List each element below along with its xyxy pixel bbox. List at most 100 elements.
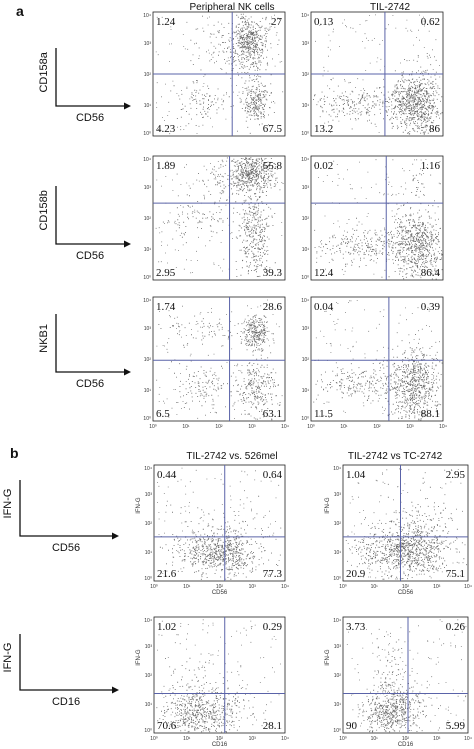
quadrant-value-lower-right: 28.1 xyxy=(263,720,282,732)
quadrant-value-upper-left: 0.44 xyxy=(157,469,177,481)
y-tick-label: 10³ xyxy=(302,41,310,47)
y-axis-label: IFN-G xyxy=(136,649,142,666)
dot-plot-til-2742-cd158b-vs-cd56: 10⁰ 10¹ 10² 10³ 10⁴ 0.02 1.16 12.4 86.4 xyxy=(301,155,444,281)
quadrant-value-upper-left: 0.02 xyxy=(314,160,333,172)
y-tick-label: 10⁴ xyxy=(301,157,309,163)
y-tick-label: 10³ xyxy=(145,644,153,650)
plot-frame xyxy=(342,616,469,734)
x-tick-label: 10¹ xyxy=(182,424,190,430)
quadrant-value-upper-left: 1.02 xyxy=(157,621,176,633)
quadrant-value-lower-right: 86.4 xyxy=(421,267,441,279)
x-tick-label: 10⁰ xyxy=(339,584,347,590)
plot-frame xyxy=(152,296,286,422)
key-axes xyxy=(19,634,112,691)
x-axis-label: CD16 xyxy=(212,742,228,748)
x-tick-label: 10¹ xyxy=(183,584,191,590)
y-tick-label: 10¹ xyxy=(302,103,310,109)
y-tick-label: 10² xyxy=(144,357,152,363)
dot-plots: 10⁰ 10¹ 10² 10³ 10⁴ 1.24 27 4.23 67.5 10⁰ 10¹ 10² 10… xyxy=(136,11,472,748)
quadrant-value-lower-left: 70.6 xyxy=(157,720,177,732)
quadrant-value-lower-left: 6.5 xyxy=(156,408,170,420)
arrow-right-icon xyxy=(112,532,119,540)
y-tick-label: 10² xyxy=(144,216,152,222)
y-tick-label: 10¹ xyxy=(334,702,342,708)
y-tick-label: 10³ xyxy=(302,326,310,332)
quadrant-value-lower-left: 2.95 xyxy=(156,267,176,279)
quadrant-value-upper-left: 1.89 xyxy=(156,160,176,172)
quadrant-value-upper-right: 28.6 xyxy=(263,301,283,313)
arrow-right-icon xyxy=(124,240,131,248)
quadrant-value-lower-left: 4.23 xyxy=(156,123,176,135)
y-tick-label: 10⁰ xyxy=(144,576,152,582)
key-x-label: CD56 xyxy=(52,542,80,554)
quadrant-value-lower-left: 20.9 xyxy=(346,568,366,580)
y-tick-label: 10⁴ xyxy=(144,618,152,624)
y-tick-label: 10⁰ xyxy=(333,728,341,734)
x-tick-label: 10⁴ xyxy=(281,736,289,742)
y-tick-label: 10² xyxy=(145,673,153,679)
quadrant-value-upper-right: 0.62 xyxy=(421,16,440,28)
column-title-vs-526mel: TIL-2742 vs. 526mel xyxy=(186,451,277,462)
x-tick-label: 10³ xyxy=(249,736,257,742)
x-tick-label: 10⁴ xyxy=(281,424,289,430)
key-y-label: IFN-G xyxy=(2,643,14,673)
column-title-til: TIL-2742 xyxy=(370,2,410,13)
y-tick-label: 10² xyxy=(302,216,310,222)
y-tick-label: 10⁰ xyxy=(143,416,151,422)
quadrant-value-lower-right: 67.5 xyxy=(263,123,283,135)
dot-plot-peripheral-nk-cells-cd158b-vs-cd56: 10⁰ 10¹ 10² 10³ 10⁴ 1.89 55.8 2.95 39.3 xyxy=(143,155,286,281)
y-tick-label: 10⁴ xyxy=(333,618,341,624)
x-tick-label: 10⁴ xyxy=(464,584,472,590)
column-title-vs-tc: TIL-2742 vs TC-2742 xyxy=(348,451,443,462)
quadrant-value-upper-left: 0.13 xyxy=(314,16,334,28)
quadrant-value-lower-right: 5.99 xyxy=(446,720,466,732)
arrow-right-icon xyxy=(124,102,131,110)
y-tick-label: 10⁰ xyxy=(301,275,309,281)
event-dots xyxy=(155,157,284,277)
x-tick-label: 10⁴ xyxy=(439,424,447,430)
quadrant-value-upper-right: 0.39 xyxy=(421,301,441,313)
quadrant-value-upper-right: 27 xyxy=(271,16,283,28)
y-tick-label: 10³ xyxy=(144,326,152,332)
y-tick-label: 10² xyxy=(144,72,152,78)
x-tick-label: 10¹ xyxy=(371,736,379,742)
quadrant-value-lower-left: 21.6 xyxy=(157,568,177,580)
x-axis-label: CD56 xyxy=(398,590,414,596)
y-tick-label: 10⁰ xyxy=(333,576,341,582)
quadrant-value-lower-left: 11.5 xyxy=(314,408,333,420)
y-axis-label: IFN-G xyxy=(325,497,331,514)
x-tick-label: 10² xyxy=(402,584,410,590)
column-title-peripheral-nk: Peripheral NK cells xyxy=(189,2,274,13)
axis-key-cd158b-cd56: CD56 CD158b xyxy=(38,186,131,262)
y-tick-label: 10³ xyxy=(145,492,153,498)
quadrant-value-upper-left: 1.24 xyxy=(156,16,176,28)
quadrant-value-upper-right: 0.29 xyxy=(263,621,283,633)
arrow-right-icon xyxy=(124,368,131,376)
x-tick-label: 10³ xyxy=(433,584,441,590)
plot-frame xyxy=(310,296,444,422)
x-tick-label: 10⁰ xyxy=(307,424,315,430)
key-x-label: CD56 xyxy=(76,250,104,262)
event-dots xyxy=(313,14,443,135)
axis-key-ifn-g-cd56: CD56 IFN-G xyxy=(2,480,119,554)
y-tick-label: 10⁴ xyxy=(143,13,151,19)
quadrant-value-upper-right: 0.26 xyxy=(446,621,466,633)
key-x-label: CD56 xyxy=(76,112,104,124)
x-tick-label: 10⁰ xyxy=(339,736,347,742)
x-tick-label: 10³ xyxy=(248,424,256,430)
plot-frame xyxy=(342,464,469,582)
quadrant-value-lower-right: 88.1 xyxy=(421,408,440,420)
y-tick-label: 10² xyxy=(302,357,310,363)
x-tick-label: 10³ xyxy=(406,424,414,430)
quadrant-value-lower-right: 39.3 xyxy=(263,267,283,279)
key-axes xyxy=(19,480,112,537)
panel-a-letter: a xyxy=(16,3,24,19)
y-tick-label: 10² xyxy=(334,521,342,527)
y-tick-label: 10⁴ xyxy=(144,466,152,472)
y-tick-label: 10² xyxy=(334,673,342,679)
key-axes xyxy=(55,186,124,245)
x-tick-label: 10² xyxy=(215,424,223,430)
y-tick-label: 10² xyxy=(145,521,153,527)
key-y-label: IFN-G xyxy=(2,489,14,519)
